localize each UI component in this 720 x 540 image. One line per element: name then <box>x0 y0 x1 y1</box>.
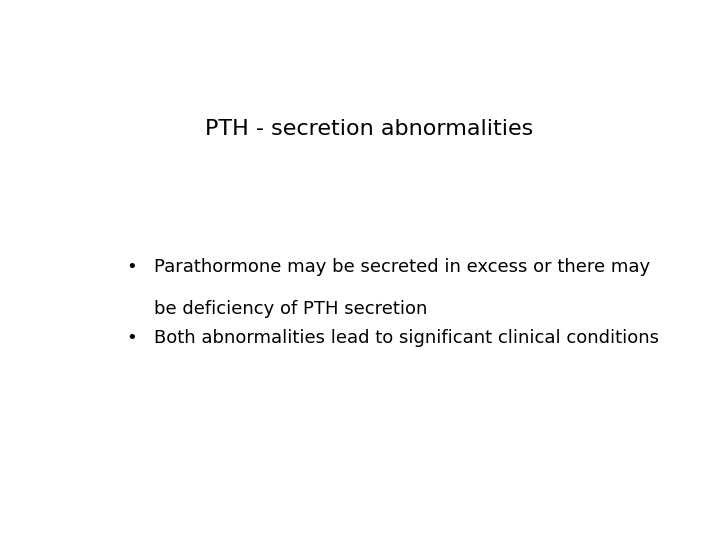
Text: Both abnormalities lead to significant clinical conditions: Both abnormalities lead to significant c… <box>154 329 660 347</box>
Text: be deficiency of PTH secretion: be deficiency of PTH secretion <box>154 300 428 318</box>
Text: PTH - secretion abnormalities: PTH - secretion abnormalities <box>205 119 533 139</box>
Text: •: • <box>127 329 138 347</box>
Text: •: • <box>127 258 138 276</box>
Text: Parathormone may be secreted in excess or there may: Parathormone may be secreted in excess o… <box>154 258 650 276</box>
